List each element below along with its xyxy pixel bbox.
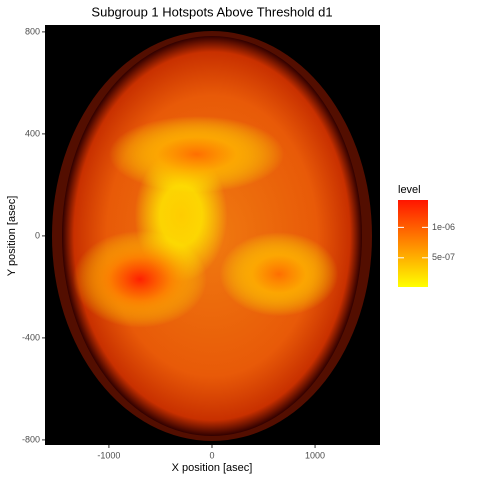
- legend-tick-label: 1e-06: [432, 222, 455, 232]
- x-axis-title: X position [asec]: [172, 462, 253, 474]
- legend-title: level: [398, 184, 421, 196]
- y-tick-label: 0: [35, 230, 40, 240]
- x-tick-label: -1000: [97, 450, 120, 460]
- y-axis-title: Y position [asec]: [6, 196, 18, 277]
- hotspot: [72, 230, 207, 328]
- color-bar: [398, 200, 428, 287]
- y-tick-label: -400: [22, 332, 40, 342]
- x-tick-label: 0: [209, 450, 214, 460]
- y-tick-label: 800: [25, 26, 40, 36]
- y-tick-label: -800: [22, 434, 40, 444]
- chart-title: Subgroup 1 Hotspots Above Threshold d1: [91, 4, 332, 19]
- x-tick-label: 1000: [305, 450, 325, 460]
- hotspot: [219, 232, 339, 317]
- hotspot: [108, 116, 285, 193]
- y-tick-label: 400: [25, 128, 40, 138]
- legend-tick-label: 5e-07: [432, 252, 455, 262]
